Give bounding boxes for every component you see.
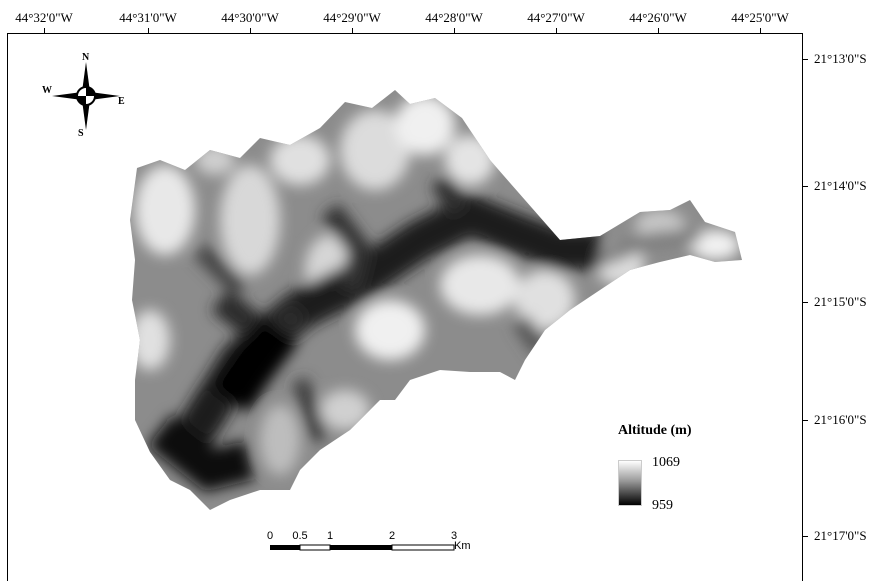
compass-west-label: W <box>42 85 52 96</box>
longitude-tick <box>658 28 659 34</box>
latitude-tick <box>802 186 808 187</box>
compass-north-label: N <box>82 52 90 63</box>
longitude-tick <box>250 28 251 34</box>
scale-tick-label: 0 <box>266 530 274 542</box>
legend-color-ramp <box>618 460 642 506</box>
longitude-tick <box>44 28 45 34</box>
legend-min-value: 959 <box>652 498 673 513</box>
longitude-label: 44°25'0"W <box>731 10 789 25</box>
legend-max-value: 1069 <box>652 455 680 470</box>
longitude-tick <box>352 28 353 34</box>
latitude-tick <box>802 59 808 60</box>
scale-tick-label: 2 <box>388 530 396 542</box>
longitude-label: 44°30'0"W <box>221 10 279 25</box>
north-arrow-compass-rose-icon <box>52 62 120 130</box>
longitude-label: 44°31'0"W <box>119 10 177 25</box>
longitude-tick <box>556 28 557 34</box>
scale-unit-label: Km <box>454 540 471 552</box>
longitude-tick <box>760 28 761 34</box>
scale-tick-label: 1 <box>326 530 334 542</box>
latitude-tick <box>802 302 808 303</box>
latitude-tick <box>802 536 808 537</box>
longitude-label: 44°29'0"W <box>323 10 381 25</box>
longitude-label: 44°28'0"W <box>425 10 483 25</box>
latitude-tick <box>802 420 808 421</box>
compass-east-label: E <box>118 96 125 107</box>
latitude-label: 21°15'0"S <box>814 294 867 309</box>
scale-tick-label: 0.5 <box>292 530 308 542</box>
latitude-label: 21°13'0"S <box>814 51 867 66</box>
longitude-tick <box>454 28 455 34</box>
scale-tick-label: 3 <box>450 530 458 542</box>
scale-bar <box>270 544 455 551</box>
longitude-tick <box>148 28 149 34</box>
compass-south-label: S <box>78 128 84 139</box>
legend-title: Altitude (m) <box>618 423 692 438</box>
longitude-label: 44°26'0"W <box>629 10 687 25</box>
elevation-raster <box>130 90 742 510</box>
longitude-label: 44°27'0"W <box>527 10 585 25</box>
latitude-label: 21°17'0"S <box>814 528 867 543</box>
latitude-label: 21°16'0"S <box>814 412 867 427</box>
latitude-label: 21°14'0"S <box>814 178 867 193</box>
longitude-label: 44°32'0"W <box>15 10 73 25</box>
